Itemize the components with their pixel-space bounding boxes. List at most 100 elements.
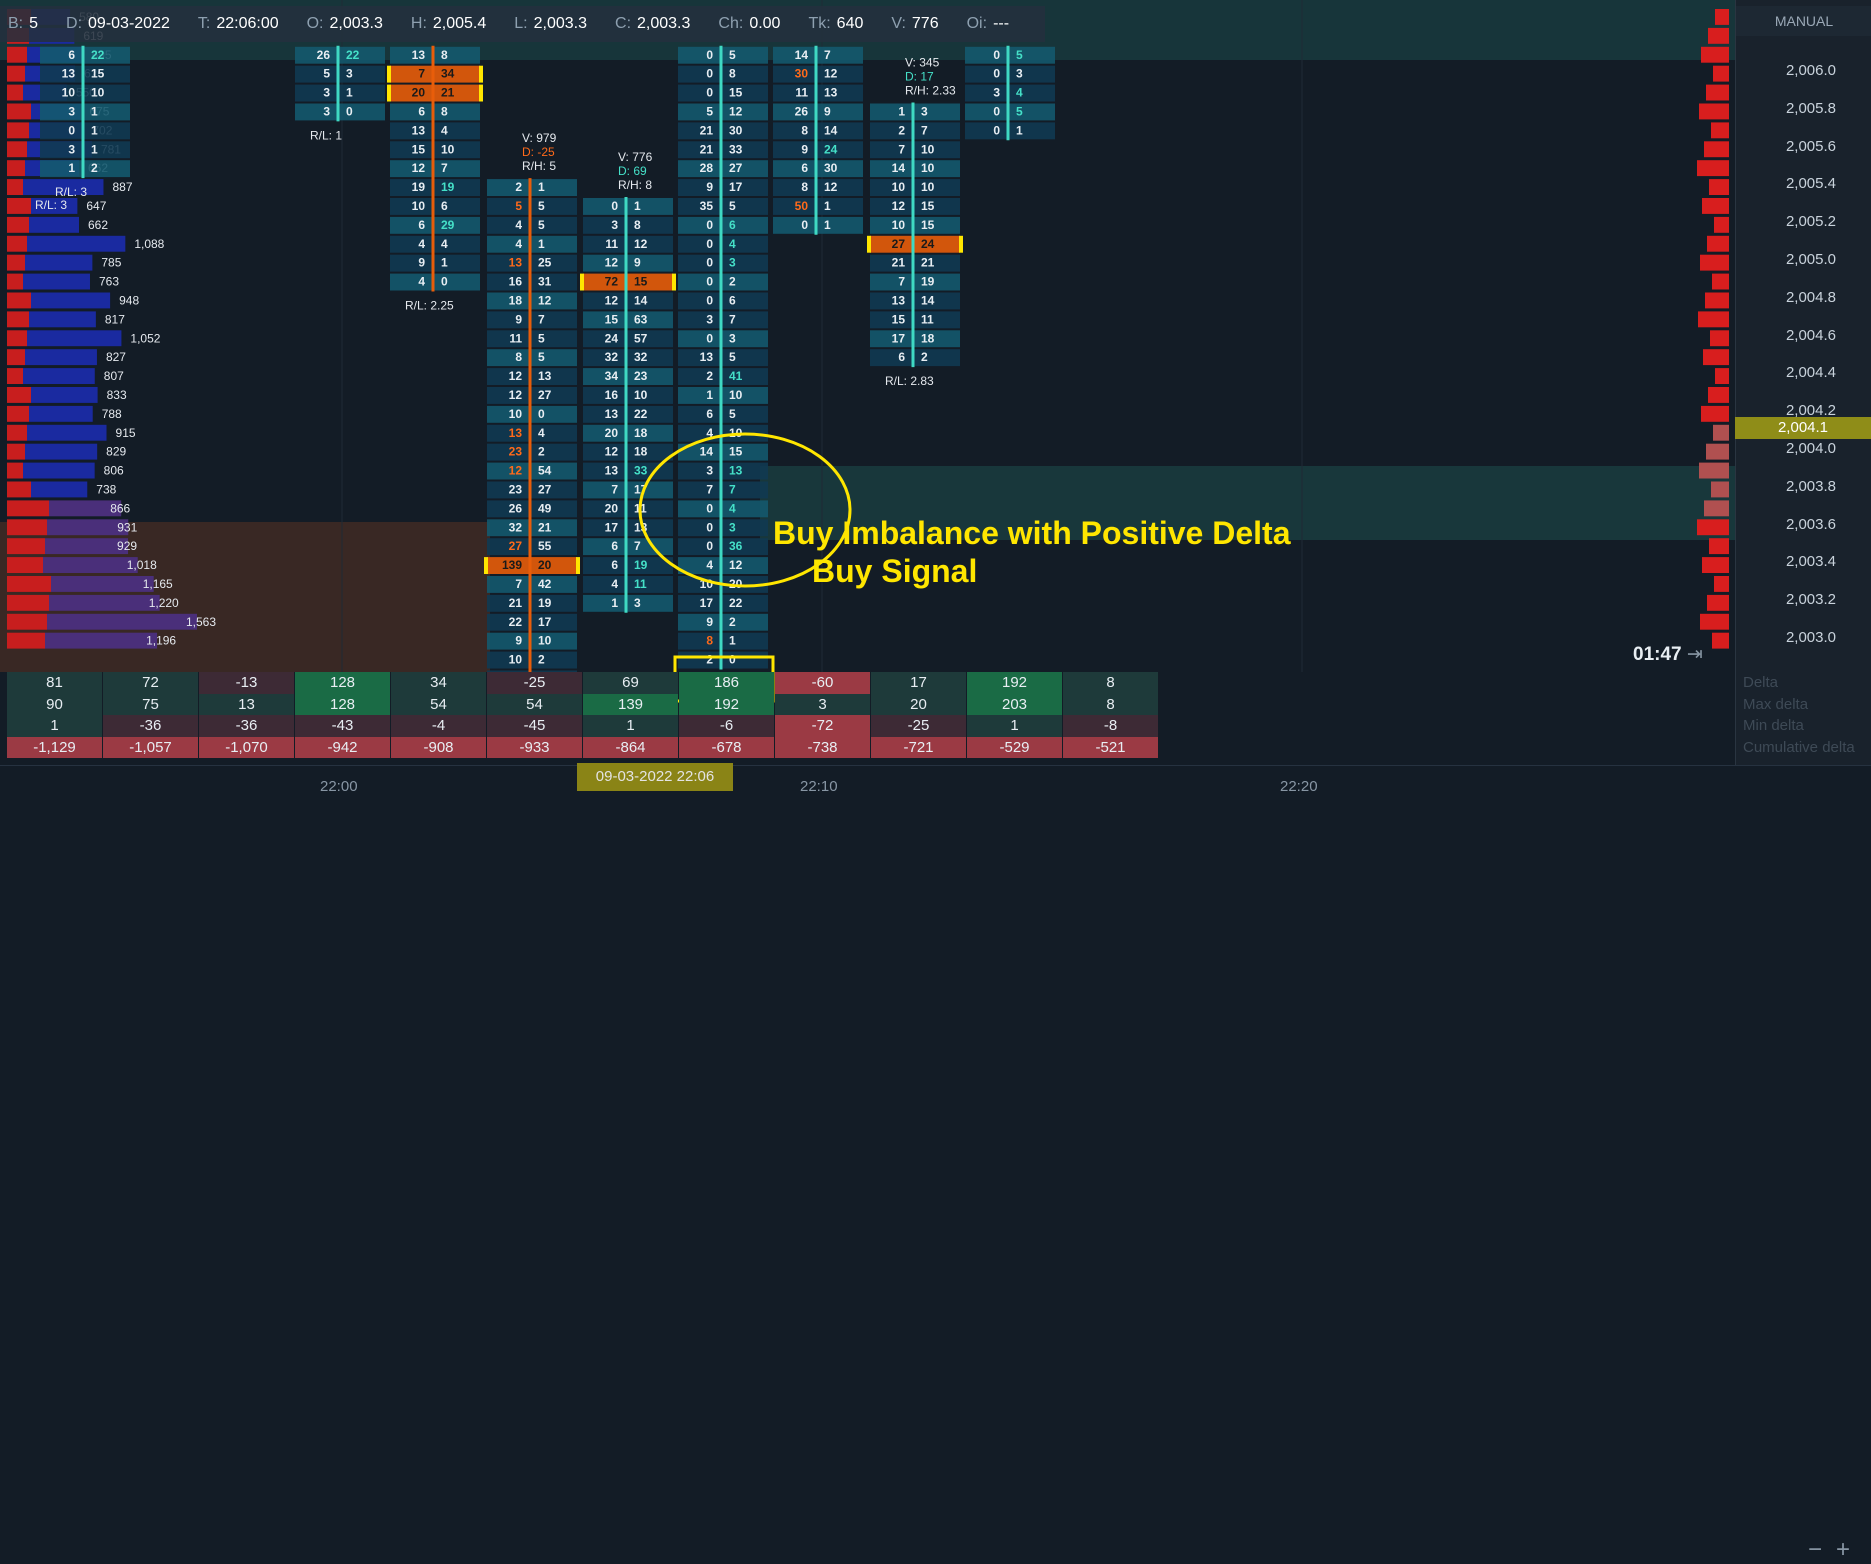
- footprint-ask: 12: [634, 237, 648, 251]
- footprint-bid: 0: [993, 48, 1000, 62]
- profile-value: 806: [104, 464, 124, 478]
- ask-bar: [1711, 481, 1729, 498]
- price-tick-label: 2,004.8: [1785, 288, 1836, 306]
- zoom-in-icon[interactable]: +: [1836, 1536, 1851, 1563]
- expand-right-icon[interactable]: ⇥: [1686, 644, 1703, 665]
- footprint-cell: [773, 141, 863, 159]
- zoom-out-icon[interactable]: −: [1808, 1536, 1823, 1563]
- profile-bar-buy: [49, 500, 122, 517]
- footprint-bid: 9: [706, 615, 713, 629]
- zone-band: [760, 466, 1740, 540]
- footprint-bid: 12: [509, 369, 523, 383]
- footprint-ask: 17: [729, 180, 743, 194]
- footprint-bid: 4: [706, 558, 713, 572]
- ask-bar: [1708, 27, 1729, 44]
- footprint-cell: [870, 103, 960, 121]
- footprint-ask: 15: [921, 218, 935, 232]
- footprint-cell: [583, 557, 673, 574]
- manual-mode-label[interactable]: MANUAL: [1736, 6, 1871, 36]
- footprint-ask: 10: [921, 142, 935, 156]
- footprint-ask: 0: [729, 653, 736, 667]
- footprint-ask: 25: [538, 256, 552, 270]
- stat-cell: 8: [1063, 672, 1158, 694]
- footprint-bid: 20: [605, 501, 619, 515]
- footprint-cell: [773, 122, 863, 140]
- footprint-bid: 15: [605, 312, 619, 326]
- footprint-ask: 3: [729, 520, 736, 534]
- footprint-cell: [390, 216, 480, 234]
- stat-cell: -13: [199, 672, 294, 694]
- ask-bar: [1703, 349, 1729, 366]
- footprint-cell: [583, 368, 673, 385]
- footprint-ask: 22: [346, 48, 360, 62]
- footprint-bid: 14: [700, 445, 714, 459]
- price-axis[interactable]: MANUAL 2,006.0 2,005.8 2,005.6 2,005.4 2,005…: [1735, 0, 1871, 765]
- footprint-ask: 36: [729, 539, 743, 553]
- footprint-bid: 23: [509, 445, 523, 459]
- footprint-ask: 4: [729, 237, 736, 251]
- footprint-bid: 6: [418, 105, 425, 119]
- imbalance-marker: [867, 235, 871, 253]
- footprint-bid: 10: [509, 407, 523, 421]
- info-time: T: 22:06:00: [197, 15, 279, 32]
- footprint-cell: [583, 216, 673, 234]
- footprint-ask: 42: [538, 577, 552, 591]
- stat-cell: -721: [871, 736, 966, 758]
- footprint-ask: 14: [634, 294, 648, 308]
- stat-cell: 17: [871, 672, 966, 694]
- footprint-cell: [390, 179, 480, 196]
- footprint-cell: [583, 405, 673, 423]
- footprint-cell: [487, 462, 577, 480]
- footprint-cell: [583, 349, 673, 367]
- profile-value: 807: [104, 369, 124, 383]
- ask-bar: [1708, 387, 1729, 403]
- footprint-bid: 10: [62, 86, 76, 100]
- footprint-cell: [487, 405, 577, 423]
- footprint-bid: 4: [418, 275, 425, 289]
- footprint-bid: 32: [509, 520, 523, 534]
- footprint-bid: 18: [509, 294, 523, 308]
- stat-cell: 128: [295, 693, 390, 715]
- footprint-ask: 4: [441, 237, 448, 251]
- footprint-ask: 4: [441, 123, 448, 137]
- footprint-ask: 33: [729, 142, 743, 156]
- profile-bar-sell: [7, 557, 43, 573]
- stat-cell: -8: [1063, 715, 1158, 737]
- profile-bar-buy: [23, 462, 95, 479]
- stats-row-delta: 81 72 -13 128 34 -25 69 186 -60 17 192 8: [7, 672, 1159, 694]
- footprint-bid: 1: [68, 161, 75, 175]
- price-tick-label: 2,006.0: [1785, 62, 1836, 79]
- price-tick-label: 2,004.0: [1785, 440, 1836, 457]
- ask-bar: [1702, 198, 1729, 214]
- profile-value: 887: [112, 180, 132, 194]
- footprint-bid: 9: [515, 634, 522, 648]
- footprint-cell: [870, 198, 960, 215]
- ask-bar: [1714, 576, 1729, 592]
- footprint-ask: 29: [441, 218, 455, 232]
- footprint-ask: 10: [538, 634, 552, 648]
- footprint-bid: 19: [412, 180, 426, 194]
- price-tick-label: 2,004.2: [1785, 402, 1836, 420]
- footprint-ask: 3: [346, 67, 353, 81]
- footprint-chart[interactable]: 5806196956265506757027816628876476621,08…: [0, 0, 1740, 765]
- footprint-bid: 13: [62, 67, 76, 81]
- footprint-bid: 12: [509, 464, 523, 478]
- stat-cell: -25: [487, 672, 582, 694]
- footprint-bid: 11: [605, 237, 618, 251]
- footprint-bid: 20: [412, 86, 426, 100]
- stat-cell: -521: [1063, 736, 1158, 758]
- time-axis[interactable]: 22:00 22:10 22:20 − +: [0, 765, 1871, 1563]
- footprint-cell: [390, 273, 480, 291]
- footprint-ask: 21: [921, 256, 935, 270]
- footprint-ask: 15: [91, 67, 105, 81]
- footprint-bid: 24: [605, 331, 619, 345]
- footprint-ask: 5: [538, 350, 545, 364]
- footprint-ask: 63: [634, 312, 648, 326]
- footprint-ask: 21: [441, 86, 455, 100]
- footprint-cell: [487, 292, 577, 310]
- footprint-bid: 139: [502, 558, 522, 572]
- footprint-bid: 10: [892, 180, 906, 194]
- footprint-ask: 49: [538, 501, 552, 515]
- profile-value: 1,220: [149, 596, 179, 610]
- stat-cell: 192: [967, 672, 1062, 694]
